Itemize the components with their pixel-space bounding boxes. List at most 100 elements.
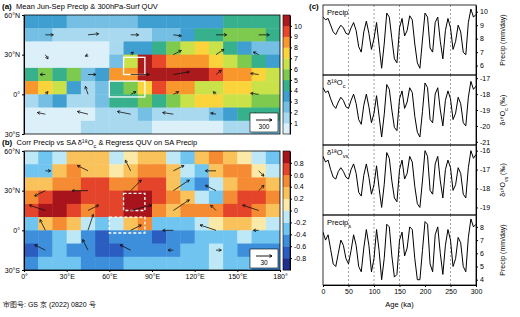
heat-cell [252, 15, 267, 29]
colorbar-swatch [283, 91, 290, 102]
tick: 300 [471, 285, 483, 295]
heat-cell [195, 15, 210, 29]
y-axis-title: δ¹⁸Ovs (‰) [499, 163, 509, 197]
tick: 30°N [4, 51, 24, 58]
tick-mark [374, 285, 375, 287]
series-line [323, 219, 476, 280]
tick-label: 0 [322, 288, 326, 295]
reference-line [450, 215, 451, 285]
heat-cell [223, 244, 238, 258]
tick: 9 [290, 33, 298, 40]
wind-vector [163, 229, 174, 232]
heat-cell [223, 81, 238, 95]
series-name: δ¹⁸Oc [327, 78, 346, 89]
heat-cell [138, 28, 153, 42]
heat-cell [81, 151, 96, 165]
plot-area [323, 145, 476, 215]
tick-mark [290, 58, 292, 59]
wind-vector [211, 205, 216, 210]
heat-cell [180, 230, 195, 244]
x-axis-line [324, 285, 477, 286]
heat-cell [223, 108, 238, 122]
heat-cell [38, 121, 53, 134]
heat-cell [266, 177, 280, 191]
text-part: δ¹⁸O [499, 110, 506, 125]
heat-cell [124, 15, 139, 29]
tick-mark [476, 240, 478, 241]
tick-label: -17 [480, 75, 490, 82]
tick-mark [290, 26, 292, 27]
wind-vector [35, 191, 46, 196]
wind-vector [85, 54, 88, 57]
heat-cell [67, 230, 82, 244]
heat-cell [223, 177, 238, 191]
heat-cell [109, 217, 124, 231]
heat-cell [166, 94, 181, 108]
tick-mark [22, 191, 24, 192]
heat-cell [152, 55, 167, 69]
tick-label: 7 [480, 49, 484, 56]
heat-cell [266, 15, 280, 29]
footer: 审图号: GS 京 (2022) 0820 号 [3, 301, 96, 309]
heat-cell [237, 94, 252, 108]
tick-mark [290, 112, 292, 113]
heat-cell [209, 15, 224, 29]
tick-mark [290, 211, 292, 212]
colorbar-swatch [283, 47, 290, 58]
heat-cell [223, 217, 238, 231]
wind-vector [117, 111, 130, 115]
colorbar-frame [283, 151, 290, 270]
heat-cell [237, 217, 252, 231]
tick-mark [290, 69, 292, 70]
colorbar-axis: 12345678910 [290, 16, 302, 135]
heat-cell [52, 94, 67, 108]
heat-cell [38, 28, 53, 42]
heat-cell [237, 55, 252, 69]
series-line [323, 151, 476, 208]
text-part: Precip [327, 218, 348, 227]
tick-mark [22, 15, 24, 16]
colorbar-swatch [283, 163, 290, 175]
x-axis-title: Age (ka) [385, 300, 414, 309]
heat-cell [52, 151, 67, 165]
colorbar-swatch [283, 37, 290, 48]
heat-cell [52, 15, 67, 29]
tick-label: 2 [294, 109, 298, 116]
tick-mark [476, 126, 478, 127]
heat-cell [24, 28, 39, 42]
heat-cell [166, 244, 181, 258]
tick: 5 [476, 263, 484, 270]
wind-vector [130, 52, 133, 55]
heat-cell [195, 108, 210, 122]
heat-cell [252, 191, 267, 205]
heat-cell [38, 94, 53, 108]
heat-cell [237, 81, 252, 95]
tick: 6 [476, 250, 484, 257]
heat-cell [195, 257, 210, 270]
wind-vector [253, 52, 258, 55]
tick-mark [290, 246, 292, 247]
tick: 0° [13, 227, 24, 234]
tick: -0.4 [290, 231, 306, 238]
tick-label: -0.6 [294, 243, 306, 250]
series-name: δ¹⁸Ovs [327, 148, 348, 159]
y-axis: -19-18-17-16 [476, 146, 490, 216]
heat-cell [81, 68, 96, 82]
tick-label: 0.8 [294, 160, 304, 167]
heat-cell [166, 191, 181, 205]
heat-cell [109, 68, 124, 82]
tick-mark [476, 110, 478, 111]
reference-box [250, 249, 278, 268]
tick-mark [290, 102, 292, 103]
colorbar-swatch [283, 112, 290, 123]
plot-frame [323, 75, 476, 145]
tick-label: 4 [294, 87, 298, 94]
tick: 60°E [102, 270, 118, 280]
colorbar-axis-line [290, 16, 291, 135]
heat-cell [195, 244, 210, 258]
wind-vector [173, 180, 189, 191]
wind-vector [253, 229, 258, 232]
heat-cell [138, 164, 153, 178]
panel-title: Corr Precip vs SA δ¹⁸Oc & Regress QUV on… [17, 138, 198, 149]
wind-vector [205, 169, 216, 172]
